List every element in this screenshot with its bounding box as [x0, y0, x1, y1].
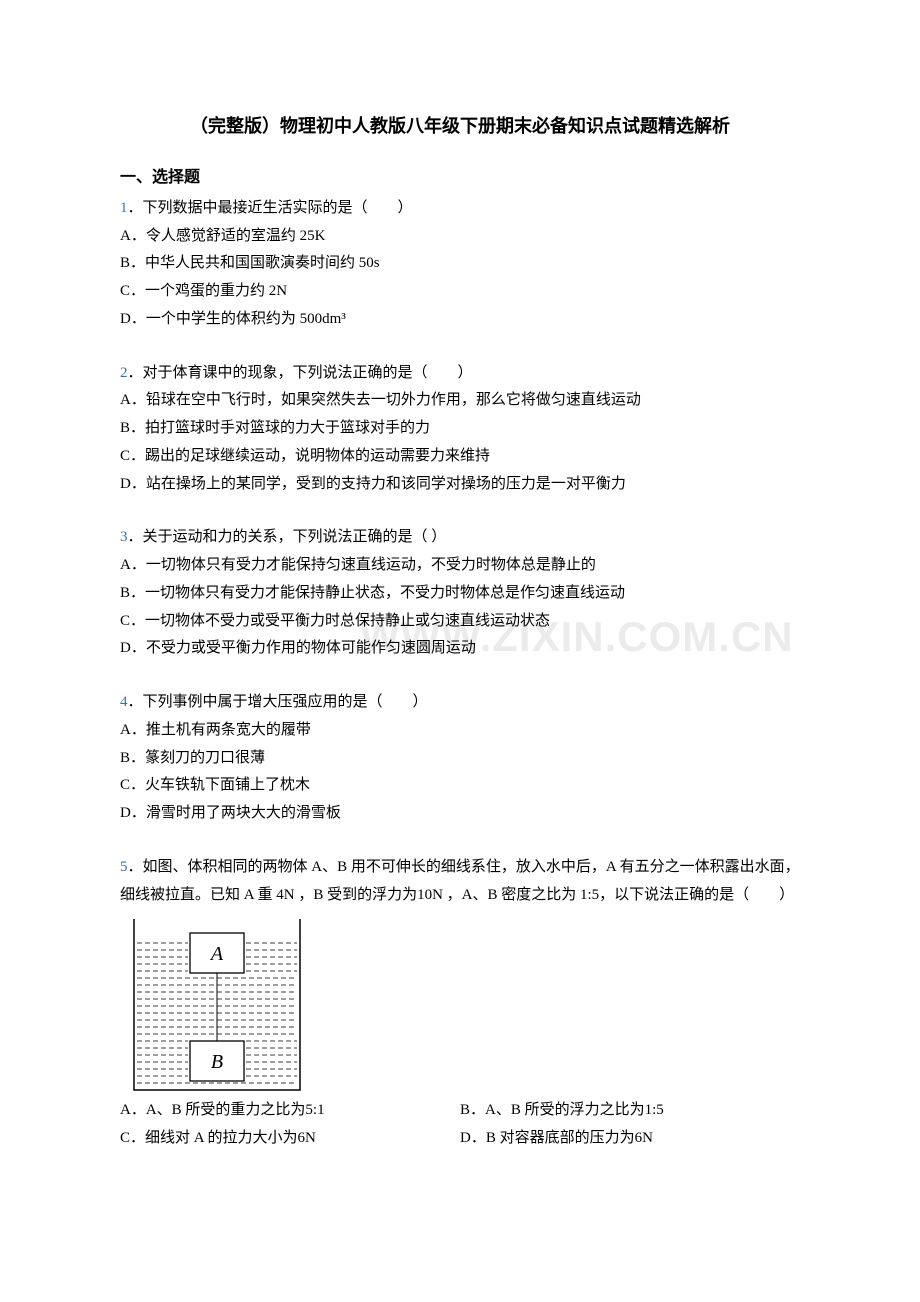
- question-5: 5．如图、体积相同的两物体 A、B 用不可伸长的细线系住，放入水中后，A 有五分…: [120, 854, 800, 1153]
- option: C．踢出的足球继续运动，说明物体的运动需要力来维持: [120, 443, 800, 471]
- option: B．A、B 所受的浮力之比为1:5: [460, 1097, 800, 1125]
- figure-container: AB: [120, 915, 800, 1095]
- option: D．不受力或受平衡力作用的物体可能作匀速圆周运动: [120, 635, 800, 663]
- option: D．滑雪时用了两块大大的滑雪板: [120, 800, 800, 828]
- option: A．推土机有两条宽大的履带: [120, 717, 800, 745]
- option: B．拍打篮球时手对篮球的力大于篮球对手的力: [120, 415, 800, 443]
- option: A．一切物体只有受力才能保持匀速直线运动，不受力时物体总是静止的: [120, 552, 800, 580]
- question-stem: 1．下列数据中最接近生活实际的是（ ）: [120, 195, 800, 223]
- section-header: 一、选择题: [120, 163, 800, 193]
- option: A．铅球在空中飞行时，如果突然失去一切外力作用，那么它将做匀速直线运动: [120, 387, 800, 415]
- question-3: 3．关于运动和力的关系，下列说法正确的是（ ） A．一切物体只有受力才能保持匀速…: [120, 524, 800, 663]
- question-stem: 2．对于体育课中的现象，下列说法正确的是（ ）: [120, 360, 800, 388]
- question-stem: 5．如图、体积相同的两物体 A、B 用不可伸长的细线系住，放入水中后，A 有五分…: [120, 854, 800, 910]
- option: C．一切物体不受力或受平衡力时总保持静止或匀速直线运动状态: [120, 608, 800, 636]
- svg-text:B: B: [211, 1051, 223, 1073]
- option: A．A、B 所受的重力之比为5:1: [120, 1097, 460, 1125]
- figure-svg: AB: [120, 915, 310, 1095]
- option: D．B 对容器底部的压力为6N: [460, 1125, 800, 1153]
- question-stem: 4．下列事例中属于增大压强应用的是（ ）: [120, 689, 800, 717]
- question-1: 1．下列数据中最接近生活实际的是（ ） A．令人感觉舒适的室温约 25K B．中…: [120, 195, 800, 334]
- option: D．站在操场上的某同学，受到的支持力和该同学对操场的压力是一对平衡力: [120, 471, 800, 499]
- option: B．中华人民共和国国歌演奏时间约 50s: [120, 250, 800, 278]
- option: C．细线对 A 的拉力大小为6N: [120, 1125, 460, 1153]
- option: B．篆刻刀的刀口很薄: [120, 745, 800, 773]
- page-content: （完整版）物理初中人教版八年级下册期末必备知识点试题精选解析 一、选择题 1．下…: [120, 110, 800, 1153]
- option-row: A．A、B 所受的重力之比为5:1 B．A、B 所受的浮力之比为1:5: [120, 1097, 800, 1125]
- question-stem: 3．关于运动和力的关系，下列说法正确的是（ ）: [120, 524, 800, 552]
- option: C．火车铁轨下面铺上了枕木: [120, 772, 800, 800]
- option: B．一切物体只有受力才能保持静止状态，不受力时物体总是作匀速直线运动: [120, 580, 800, 608]
- question-4: 4．下列事例中属于增大压强应用的是（ ） A．推土机有两条宽大的履带 B．篆刻刀…: [120, 689, 800, 828]
- option: D．一个中学生的体积约为 500dm³: [120, 306, 800, 334]
- question-2: 2．对于体育课中的现象，下列说法正确的是（ ） A．铅球在空中飞行时，如果突然失…: [120, 360, 800, 499]
- svg-text:A: A: [209, 943, 224, 965]
- option: C．一个鸡蛋的重力约 2N: [120, 278, 800, 306]
- option-row: C．细线对 A 的拉力大小为6N D．B 对容器底部的压力为6N: [120, 1125, 800, 1153]
- page-title: （完整版）物理初中人教版八年级下册期末必备知识点试题精选解析: [120, 110, 800, 143]
- option: A．令人感觉舒适的室温约 25K: [120, 223, 800, 251]
